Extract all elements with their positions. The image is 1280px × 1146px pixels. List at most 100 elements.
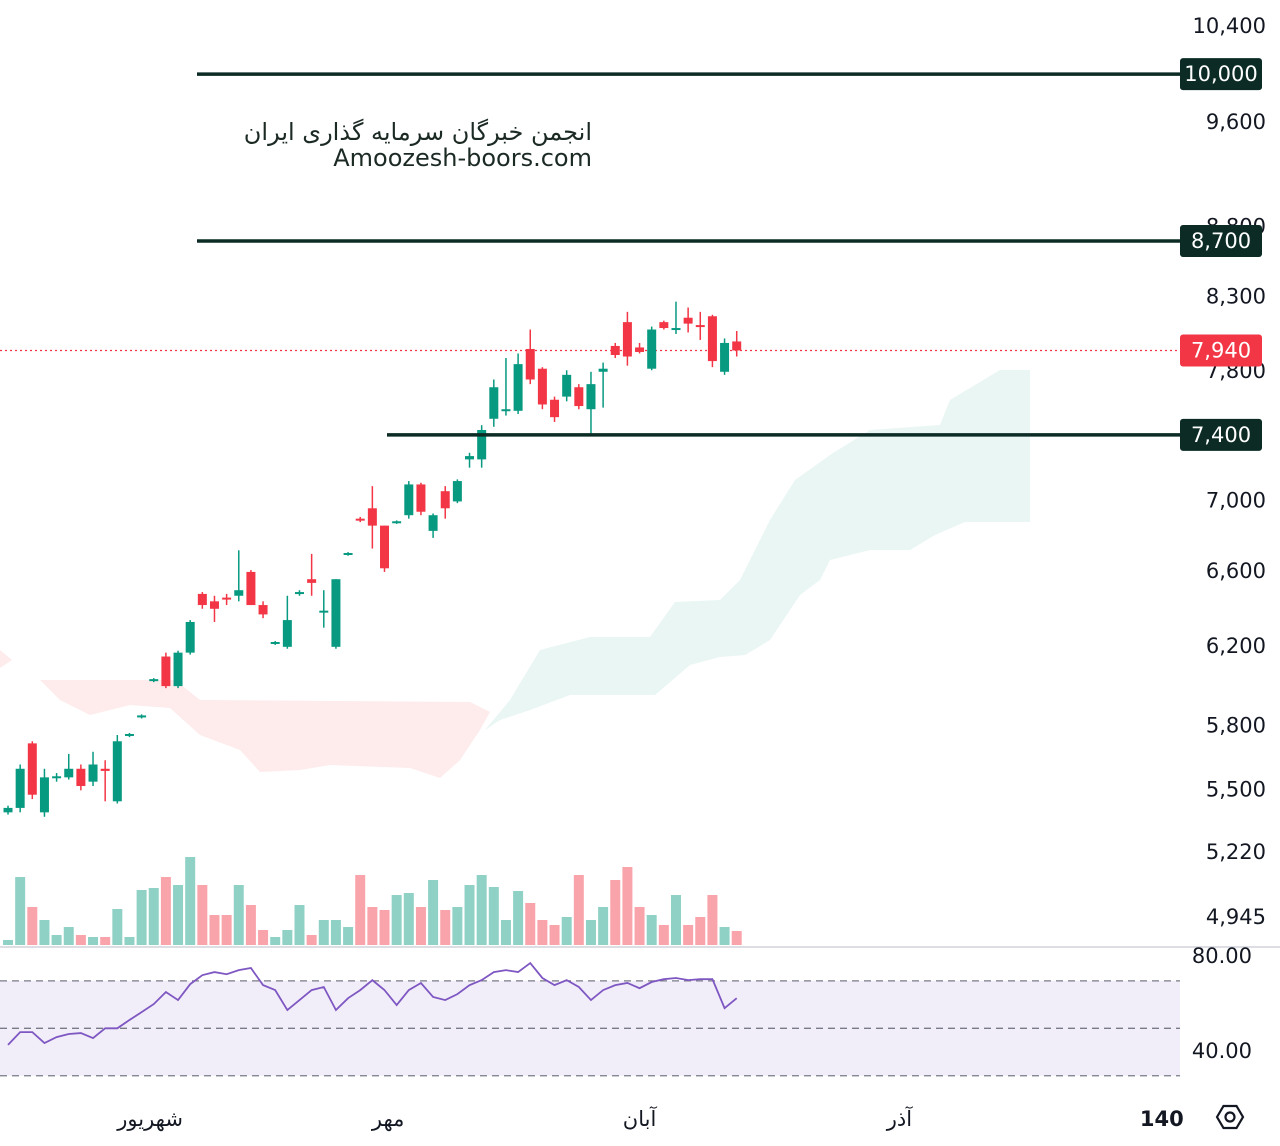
volume-bar	[343, 927, 354, 945]
volume-bar	[391, 895, 402, 945]
candle-body	[234, 590, 244, 596]
level-label: 10,000	[1184, 62, 1257, 86]
candle-body	[149, 679, 159, 682]
volume-bar	[403, 893, 414, 945]
candle-body	[622, 322, 632, 357]
candle-body	[550, 399, 560, 418]
volume-bar	[622, 867, 633, 945]
volume-bar	[513, 891, 524, 945]
candle-body	[501, 409, 511, 412]
volume-bar	[634, 907, 645, 945]
volume-bar	[646, 915, 657, 945]
candle-body	[161, 656, 171, 687]
volume-bar	[270, 937, 281, 945]
volume-bar	[197, 885, 208, 945]
candle-body	[513, 364, 523, 411]
cloud-green	[485, 370, 1030, 730]
level-label-box	[1180, 58, 1262, 91]
candle-body	[707, 316, 717, 362]
candle-body	[209, 601, 219, 609]
candle-body	[440, 491, 450, 509]
volume-bar	[549, 925, 560, 945]
candle-body	[100, 768, 110, 771]
level-label: 7,400	[1191, 423, 1251, 447]
candle-body	[392, 521, 402, 524]
candle-body	[197, 593, 207, 606]
volume-bar	[221, 915, 232, 945]
candle-body	[732, 341, 742, 351]
candle-body	[465, 456, 475, 460]
volume-bar	[136, 890, 147, 945]
level-label: 8,700	[1191, 229, 1251, 253]
volume-bar	[88, 937, 99, 945]
candle-body	[88, 764, 98, 782]
candle-body	[137, 715, 147, 718]
volume-bar	[75, 935, 86, 945]
candle-body	[695, 325, 705, 328]
x-tick-label: آذر	[886, 1106, 913, 1131]
volume-bar	[379, 910, 390, 945]
y-tick-label: 5,500	[1206, 777, 1266, 801]
candle-body	[15, 768, 25, 808]
volume-bar	[500, 920, 511, 945]
candle-body	[562, 374, 572, 397]
candle-body	[671, 328, 681, 331]
candle-body	[343, 553, 353, 556]
volume-bar	[573, 875, 584, 945]
candle-body	[3, 807, 13, 813]
watermark-title: انجمن خبرگان سرمایه گذاری ایران	[243, 118, 592, 146]
candle-body	[452, 481, 462, 502]
volume-bar	[63, 927, 74, 945]
y-tick-label: 6,600	[1206, 559, 1266, 583]
y-tick-label: 9,600	[1206, 110, 1266, 134]
ichimoku-cloud	[0, 370, 1030, 778]
volume-bar	[452, 907, 463, 945]
volume-bar	[476, 875, 487, 945]
volume-bar	[100, 937, 111, 945]
candle-body	[319, 610, 329, 613]
candle-body	[659, 322, 669, 329]
volume-bar	[209, 915, 220, 945]
x-tick-label: آبان	[623, 1106, 658, 1131]
candle-body	[124, 733, 134, 736]
x-tick-label: 140	[1140, 1107, 1184, 1131]
candle-body	[27, 743, 37, 795]
candle-body	[331, 579, 341, 647]
candle-body	[294, 592, 304, 595]
candle-body	[282, 620, 292, 647]
volume-bar	[731, 931, 742, 945]
candle-body	[489, 387, 499, 419]
volume-bar	[367, 907, 378, 945]
watermark-site: Amoozesh-boors.com	[333, 144, 592, 172]
rsi-tick-label: 80.00	[1192, 944, 1252, 968]
candle-body	[367, 508, 377, 526]
volume-bar	[707, 895, 718, 945]
volume-bar	[719, 927, 730, 945]
candle-body	[270, 642, 280, 645]
candle-body	[416, 484, 426, 512]
cloud-red	[0, 650, 12, 668]
rsi-tick-label: 40.00	[1192, 1039, 1252, 1063]
volume-bar	[27, 907, 38, 945]
x-tick-label: مهر	[371, 1107, 405, 1131]
candle-body	[720, 342, 730, 372]
candle-body	[598, 368, 608, 372]
volume-bar	[148, 888, 159, 945]
candle-body	[246, 571, 256, 606]
volume-bar	[112, 909, 123, 945]
candle-body	[380, 525, 390, 569]
cloud-red	[40, 680, 490, 778]
y-tick-label: 5,800	[1206, 714, 1266, 738]
volume-bar	[464, 885, 475, 945]
volume-bar	[610, 880, 621, 945]
settings-icon[interactable]	[1215, 1104, 1245, 1130]
volume-bar	[428, 880, 439, 945]
x-tick-label: شهریور	[116, 1107, 183, 1131]
candle-body	[52, 776, 62, 779]
y-tick-label: 5,220	[1206, 840, 1266, 864]
volume-bar	[525, 903, 536, 945]
candle-body	[635, 347, 645, 352]
volume-bar	[695, 917, 706, 945]
